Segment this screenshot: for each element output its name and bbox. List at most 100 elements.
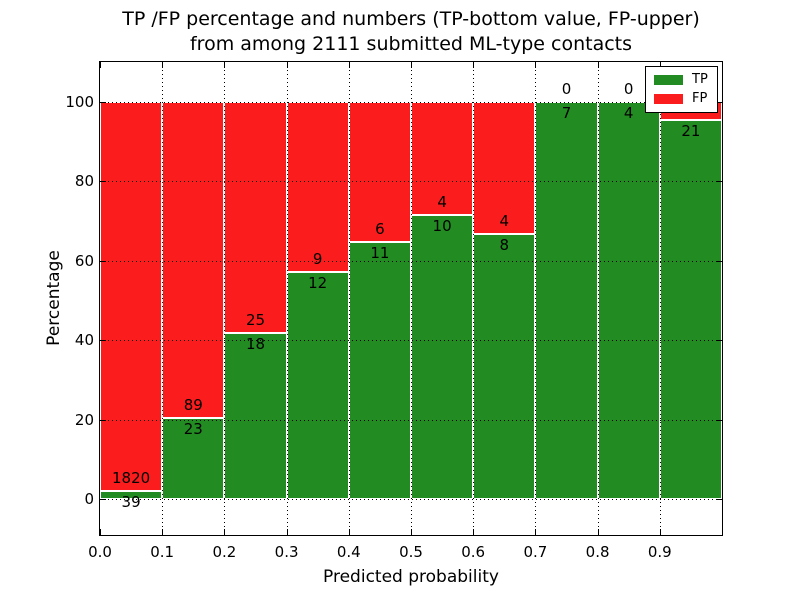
- y-tick-left: [100, 340, 106, 342]
- y-tick-right: [716, 419, 722, 421]
- tp-bar-segment: [100, 490, 163, 500]
- y-tick-label: 20: [74, 410, 94, 429]
- x-tick-top: [597, 62, 599, 68]
- y-tick-right: [716, 260, 722, 262]
- x-tick-top: [348, 62, 350, 68]
- x-tick-top: [100, 62, 101, 68]
- y-tick-label: 60: [74, 251, 94, 270]
- tp-count-label: 7: [561, 103, 572, 122]
- tp-count-label: 39: [121, 492, 141, 511]
- x-tick-label: 0.2: [212, 543, 237, 561]
- x-axis-label: Predicted probability: [323, 567, 499, 587]
- fp-swatch-icon: [654, 93, 683, 104]
- chart-title: TP /FP percentage and numbers (TP-bottom…: [100, 7, 722, 57]
- x-tick-label: 0.8: [585, 543, 610, 561]
- x-tick-top: [535, 62, 537, 68]
- legend-label-fp: FP: [692, 90, 708, 106]
- x-tick-label: 0.3: [274, 543, 299, 561]
- x-tick-bottom: [348, 529, 350, 535]
- fp-count-label: 6: [375, 220, 385, 239]
- fp-count-label: 4: [437, 193, 447, 212]
- y-tick-left: [100, 419, 106, 421]
- tp-count-label: 8: [499, 236, 510, 255]
- fp-bar-segment: [473, 101, 536, 235]
- x-tick-bottom: [162, 529, 164, 535]
- x-gridline: [411, 62, 412, 535]
- x-tick-top: [659, 62, 661, 68]
- fp-bar-segment: [224, 101, 287, 333]
- x-tick-top: [473, 62, 475, 68]
- y-tick-label: 0: [84, 490, 94, 509]
- x-tick-bottom: [659, 529, 661, 535]
- x-tick-label: 0.7: [523, 543, 548, 561]
- y-tick-left: [100, 101, 106, 103]
- fp-count-label: 0: [561, 79, 572, 98]
- fp-count-label: 4: [499, 212, 510, 231]
- tp-count-label: 21: [681, 121, 701, 140]
- tp-bar-segment: [286, 272, 349, 500]
- y-tick-right: [716, 499, 722, 501]
- y-axis-label: Percentage: [44, 250, 64, 346]
- x-tick-label: 0.6: [461, 543, 486, 561]
- x-tick-top: [286, 62, 288, 68]
- x-gridline: [162, 62, 164, 535]
- x-tick-bottom: [100, 529, 101, 535]
- x-tick-label: 0.1: [150, 543, 175, 561]
- tp-count-label: 18: [245, 334, 266, 353]
- x-gridline: [286, 62, 288, 535]
- fp-count-label: 1820: [112, 468, 151, 487]
- legend-entry-fp: FP: [654, 90, 709, 106]
- y-tick-label: 40: [74, 331, 94, 350]
- chart-title-line2: from among 2111 submitted ML-type contac…: [189, 33, 633, 55]
- y-tick-label: 80: [74, 172, 94, 191]
- tp-bar-segment: [162, 417, 225, 500]
- fp-count-label: 25: [245, 310, 266, 329]
- tp-count-label: 10: [432, 217, 452, 236]
- x-tick-label: 0.4: [336, 543, 361, 561]
- x-tick-top: [224, 62, 226, 68]
- tp-bar-segment: [411, 215, 474, 500]
- x-tick-top: [411, 62, 412, 68]
- tp-bar-segment: [535, 101, 598, 500]
- x-gridline: [535, 62, 537, 535]
- x-tick-bottom: [411, 529, 412, 535]
- x-gridline: [224, 62, 226, 535]
- x-tick-bottom: [597, 529, 599, 535]
- x-tick-bottom: [286, 529, 288, 535]
- fp-count-label: 0: [623, 79, 634, 98]
- y-tick-left: [100, 260, 106, 262]
- tp-count-label: 12: [308, 274, 328, 293]
- tp-bar-segment: [348, 242, 411, 500]
- x-tick-label: 0.0: [88, 543, 112, 561]
- x-tick-bottom: [535, 529, 537, 535]
- fp-bar-segment: [411, 101, 474, 216]
- x-tick-label: 0.9: [647, 543, 672, 561]
- y-tick-right: [716, 340, 722, 342]
- x-tick-bottom: [473, 529, 475, 535]
- fp-bar-segment: [348, 101, 411, 243]
- y-tick-left: [100, 499, 106, 501]
- fp-count-label: 89: [183, 395, 203, 414]
- x-tick-top: [162, 62, 164, 68]
- tp-count-label: 11: [370, 244, 390, 263]
- chart-title-line1: TP /FP percentage and numbers (TP-bottom…: [122, 8, 700, 30]
- x-tick-label: 0.5: [399, 543, 423, 561]
- tp-bar-segment: [224, 332, 287, 500]
- tp-count-label: 23: [183, 419, 203, 438]
- x-gridline: [659, 62, 661, 535]
- tp-bar-segment: [597, 101, 660, 500]
- fp-count-label: 9: [312, 250, 323, 269]
- tp-swatch-icon: [654, 75, 683, 86]
- legend: TP FP: [645, 66, 718, 113]
- x-gridline: [473, 62, 475, 535]
- y-tick-left: [100, 181, 106, 183]
- x-tick-bottom: [224, 529, 226, 535]
- legend-entry-tp: TP: [654, 73, 709, 87]
- tp-bar-segment: [473, 234, 536, 500]
- tp-count-label: 4: [623, 103, 634, 122]
- y-tick-right: [716, 181, 722, 183]
- x-gridline: [597, 62, 599, 535]
- y-tick-label: 100: [65, 92, 94, 111]
- y-tick-right: [716, 101, 722, 103]
